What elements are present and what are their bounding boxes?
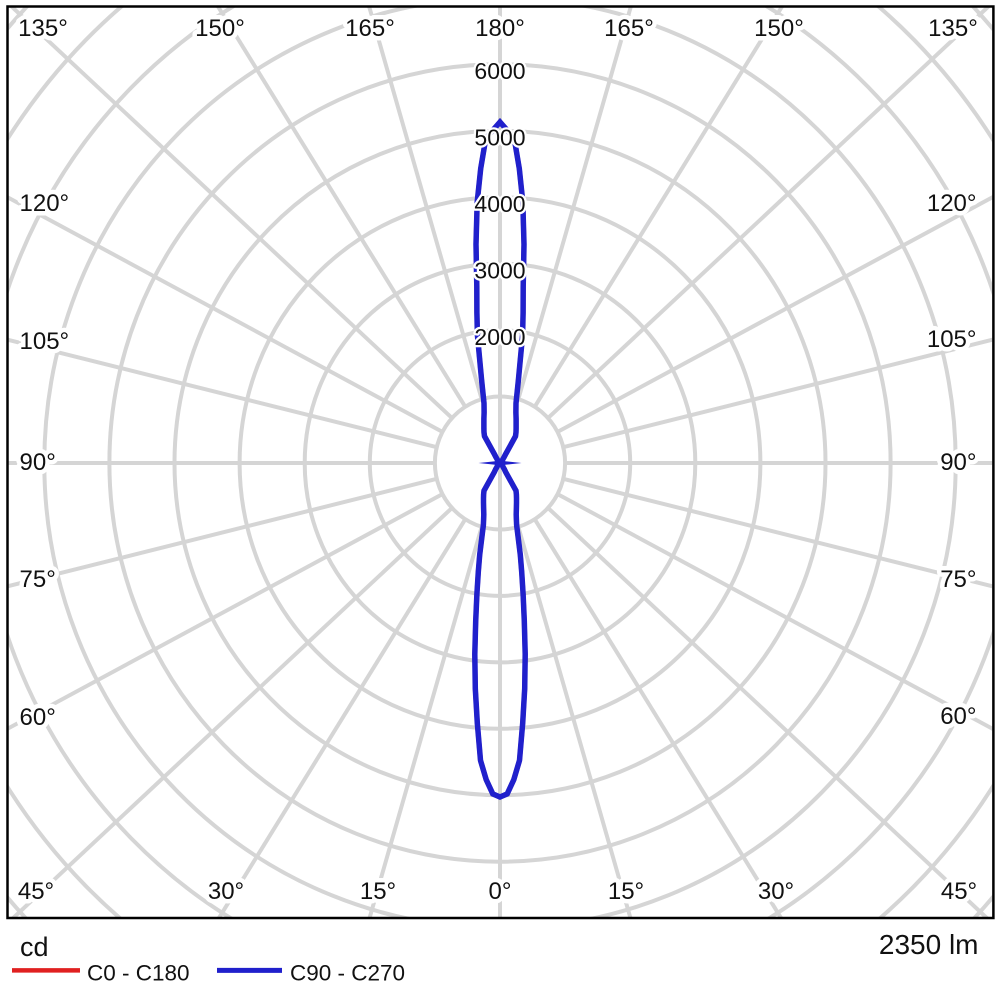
svg-text:105°: 105° <box>20 328 70 355</box>
svg-text:60°: 60° <box>940 703 976 730</box>
svg-text:2350 lm: 2350 lm <box>879 929 979 960</box>
svg-text:15°: 15° <box>360 878 396 905</box>
svg-text:30°: 30° <box>758 878 794 905</box>
svg-text:2000: 2000 <box>474 324 525 350</box>
svg-text:165°: 165° <box>604 15 654 42</box>
svg-text:C90 - C270: C90 - C270 <box>290 960 405 985</box>
svg-text:90°: 90° <box>940 449 976 476</box>
svg-text:45°: 45° <box>18 878 54 905</box>
svg-text:75°: 75° <box>20 566 56 593</box>
svg-text:120°: 120° <box>927 190 977 217</box>
svg-text:150°: 150° <box>195 15 245 42</box>
svg-text:15°: 15° <box>608 878 644 905</box>
svg-text:135°: 135° <box>928 15 978 42</box>
svg-text:165°: 165° <box>345 15 395 42</box>
svg-text:6000: 6000 <box>474 58 525 84</box>
svg-text:90°: 90° <box>20 449 56 476</box>
svg-text:45°: 45° <box>941 878 977 905</box>
svg-text:150°: 150° <box>754 15 804 42</box>
svg-text:3000: 3000 <box>474 257 525 283</box>
svg-text:120°: 120° <box>20 190 70 217</box>
svg-text:5000: 5000 <box>474 124 525 150</box>
svg-text:135°: 135° <box>18 15 68 42</box>
svg-text:60°: 60° <box>20 704 56 731</box>
svg-text:cd: cd <box>20 932 49 962</box>
svg-text:75°: 75° <box>940 566 976 593</box>
svg-text:105°: 105° <box>927 326 977 353</box>
svg-text:0°: 0° <box>489 878 512 905</box>
svg-text:180°: 180° <box>475 15 525 42</box>
svg-text:4000: 4000 <box>474 191 525 217</box>
svg-text:30°: 30° <box>208 878 244 905</box>
svg-text:C0 - C180: C0 - C180 <box>87 960 190 985</box>
